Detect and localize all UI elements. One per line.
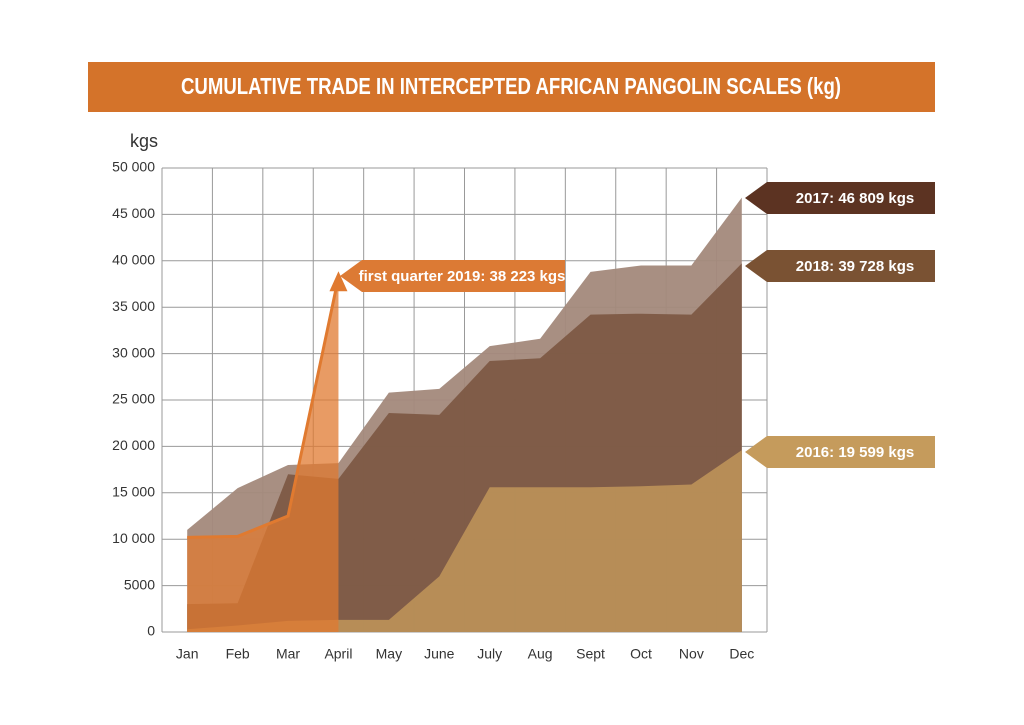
y-tick-label: 0 [147, 623, 155, 639]
x-tick-label: Feb [226, 646, 250, 662]
annotation-box [745, 250, 935, 282]
y-tick-label: 30 000 [112, 344, 155, 360]
area [187, 450, 742, 632]
y-tick-label: 25 000 [112, 391, 155, 407]
arrow-head [329, 271, 348, 292]
y-tick-label: 35 000 [112, 298, 155, 314]
y-tick-label: 5000 [124, 576, 155, 592]
arrow-line [187, 276, 340, 539]
annotation: 2017: 46 809 kgs [796, 190, 914, 207]
annotation: 2016: 19 599 kgs [796, 444, 914, 461]
y-tick-label: 20 000 [112, 437, 155, 453]
x-tick-label: Dec [729, 646, 754, 662]
x-tick-label: Jan [176, 646, 199, 662]
x-tick-label: Nov [679, 646, 704, 662]
x-tick-label: April [324, 646, 352, 662]
title-bar [88, 62, 935, 112]
x-tick-label: July [477, 646, 502, 662]
annotation-box [340, 260, 565, 292]
y-axis-label: kgs [130, 131, 158, 151]
y-tick-label: 50 000 [112, 159, 155, 175]
x-tick-label: June [424, 646, 455, 662]
annotation-box [745, 436, 935, 468]
x-tick-label: Mar [276, 646, 300, 662]
x-tick-label: May [376, 646, 402, 662]
y-tick-label: 45 000 [112, 205, 155, 221]
y-tick-label: 10 000 [112, 530, 155, 546]
annotation: first quarter 2019: 38 223 kgs [359, 268, 566, 285]
annotation-box [745, 182, 935, 214]
x-tick-label: Oct [630, 646, 652, 662]
annotation: 2018: 39 728 kgs [796, 258, 914, 275]
y-tick-label: 15 000 [112, 484, 155, 500]
x-tick-label: Aug [528, 646, 553, 662]
y-tick-label: 40 000 [112, 252, 155, 268]
x-tick-label: Sept [576, 646, 605, 662]
chart-title: CUMULATIVE TRADE IN INTERCEPTED AFRICAN … [181, 73, 841, 99]
area [187, 277, 339, 632]
